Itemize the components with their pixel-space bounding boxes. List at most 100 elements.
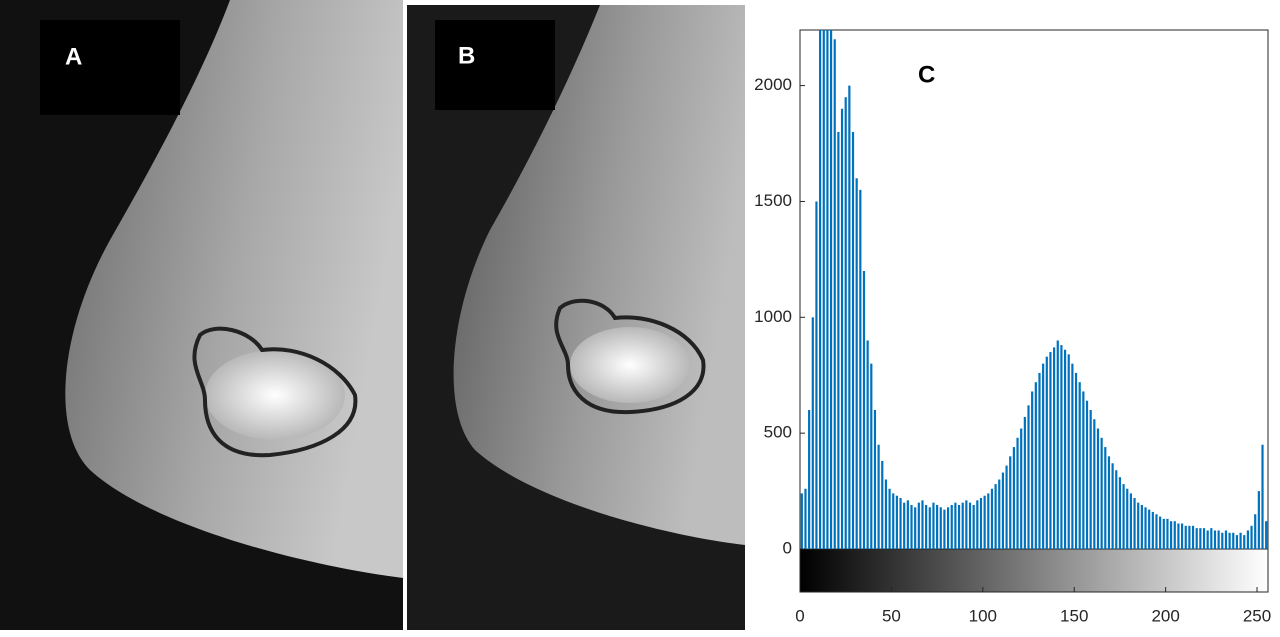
bar: [1235, 535, 1239, 549]
bar: [826, 30, 829, 549]
bar: [1213, 530, 1217, 549]
bar: [815, 201, 818, 549]
bar: [1265, 521, 1268, 549]
bar: [1232, 532, 1235, 549]
bar: [1100, 437, 1103, 549]
bar: [1042, 363, 1045, 549]
bar: [1067, 354, 1070, 549]
bar: [1118, 477, 1122, 549]
bar: [848, 85, 851, 549]
label-box: [435, 20, 555, 110]
bar: [1173, 521, 1176, 549]
bar: [1129, 493, 1132, 549]
bar: [1005, 465, 1008, 549]
bar: [1012, 447, 1015, 549]
bar: [1184, 525, 1187, 549]
bar: [1228, 532, 1231, 549]
bar: [1023, 416, 1026, 549]
bar: [1180, 523, 1184, 549]
bar: [1148, 509, 1151, 549]
bar: [976, 500, 979, 549]
bar: [1001, 472, 1005, 549]
bar: [1188, 525, 1191, 549]
bar: [1140, 504, 1143, 549]
bar: [1159, 516, 1162, 549]
bar: [1020, 428, 1023, 549]
bar: [994, 484, 997, 549]
bar: [1096, 428, 1100, 549]
bar: [1111, 463, 1114, 549]
bar: [1049, 352, 1052, 549]
contour: [192, 326, 358, 458]
y-tick-label: 1500: [754, 191, 792, 210]
bar: [888, 488, 891, 549]
bar: [1144, 507, 1147, 549]
bar: [1016, 437, 1019, 549]
bar: [1246, 530, 1249, 549]
bar: [914, 507, 917, 549]
bar: [1254, 514, 1257, 549]
bar: [859, 189, 862, 549]
bar: [1217, 530, 1220, 549]
bar: [972, 504, 975, 549]
bar: [837, 131, 840, 549]
bar: [910, 504, 913, 549]
x-tick-label: 100: [969, 606, 997, 625]
label-box: [40, 20, 180, 115]
bar: [884, 479, 888, 549]
bar: [1038, 372, 1041, 549]
bar: [943, 509, 946, 549]
bar: [932, 502, 935, 549]
bar: [968, 502, 972, 549]
bar: [1045, 356, 1048, 549]
bar: [965, 500, 968, 549]
x-tick-label: 200: [1151, 606, 1179, 625]
bar: [1104, 447, 1107, 549]
bar: [987, 493, 990, 549]
bar: [811, 317, 814, 549]
bar: [855, 178, 858, 549]
bar: [983, 495, 986, 549]
mass: [205, 350, 345, 440]
bar: [877, 444, 880, 549]
bar: [1250, 525, 1253, 549]
bar: [1137, 502, 1140, 549]
y-tick-label: 1000: [754, 307, 792, 326]
bar: [1261, 444, 1264, 549]
bar: [851, 131, 855, 549]
contour: [554, 298, 706, 415]
bar: [1202, 528, 1206, 549]
bar: [862, 270, 866, 549]
bar: [840, 108, 844, 549]
bar: [1074, 372, 1078, 549]
bar: [899, 498, 902, 549]
bar: [998, 479, 1001, 549]
x-tick-label: 150: [1060, 606, 1088, 625]
bar: [903, 502, 906, 549]
bar: [1085, 400, 1089, 549]
bar: [822, 30, 825, 549]
bar: [870, 363, 873, 549]
bar: [1206, 530, 1209, 549]
y-tick-label: 500: [764, 423, 792, 442]
bar: [873, 409, 877, 549]
bar: [1155, 514, 1158, 549]
bar: [950, 504, 953, 549]
bar: [979, 498, 983, 549]
mass: [570, 327, 690, 403]
panel-a: A: [0, 0, 403, 630]
bar: [1239, 532, 1242, 549]
y-tick-label: 0: [783, 538, 792, 557]
bar: [1126, 488, 1129, 549]
bar: [936, 504, 939, 549]
y-tick-label: 2000: [754, 75, 792, 94]
bar: [954, 502, 957, 549]
bar: [844, 97, 847, 549]
bar: [1162, 518, 1165, 549]
bar: [1170, 521, 1173, 549]
panel-label: A: [65, 43, 82, 70]
bars: [800, 30, 1268, 549]
bar: [1191, 525, 1195, 549]
colorbar: [799, 548, 1269, 593]
